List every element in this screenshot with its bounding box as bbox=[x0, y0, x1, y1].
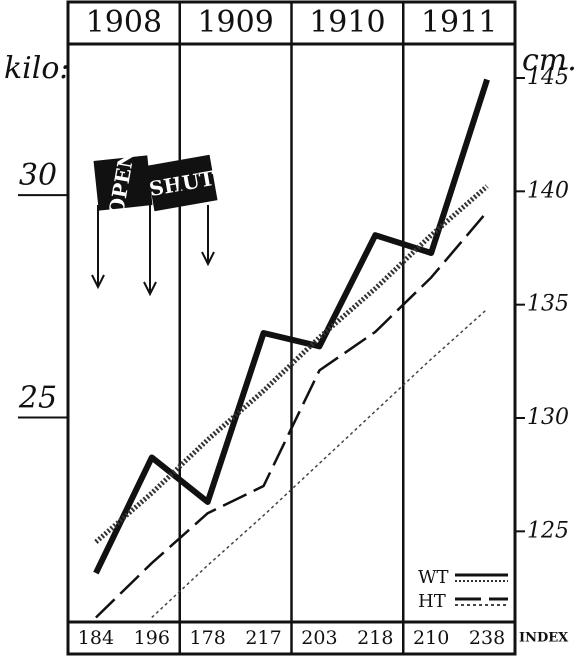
y2-tick-label: 125 bbox=[527, 518, 569, 543]
year-label: 1910 bbox=[309, 5, 385, 40]
y2-tick-label: 135 bbox=[527, 292, 569, 317]
y-tick-label: 25 bbox=[18, 380, 57, 415]
year-label: 1909 bbox=[197, 5, 273, 40]
x-tick-label: 210 bbox=[413, 627, 449, 649]
y2-tick-label: 145 bbox=[527, 65, 569, 90]
x-tick-label: 196 bbox=[134, 627, 170, 649]
sign-board bbox=[93, 155, 153, 211]
y-tick-label: 30 bbox=[19, 158, 57, 193]
series-line bbox=[93, 78, 490, 575]
arrowhead bbox=[201, 251, 215, 267]
shut-sign: SHUT bbox=[146, 154, 218, 267]
x-axis-label: INDEX bbox=[519, 631, 569, 646]
x-tick-label: 217 bbox=[245, 627, 281, 649]
y-axis-label: kilo: bbox=[4, 51, 70, 86]
x-tick-label: 178 bbox=[190, 627, 226, 649]
open-sign: OPEN bbox=[91, 148, 157, 297]
legend-label: HT bbox=[418, 591, 446, 612]
series-line bbox=[94, 184, 489, 544]
x-tick-label: 238 bbox=[469, 627, 505, 649]
year-label: 1908 bbox=[86, 5, 162, 40]
sign-board bbox=[146, 154, 218, 212]
arrowhead bbox=[143, 281, 157, 297]
series-line bbox=[95, 210, 489, 619]
arrowhead bbox=[91, 274, 105, 290]
y2-tick-label: 130 bbox=[527, 405, 569, 430]
legend-label: WT bbox=[418, 567, 449, 588]
x-tick-label: 218 bbox=[357, 627, 393, 649]
x-tick-label: 203 bbox=[301, 627, 337, 649]
year-label: 1911 bbox=[421, 5, 497, 40]
y2-tick-label: 140 bbox=[527, 178, 569, 203]
x-tick-label: 184 bbox=[78, 627, 114, 649]
y2-axis-label: cm. bbox=[522, 43, 577, 78]
series-line bbox=[151, 308, 488, 619]
